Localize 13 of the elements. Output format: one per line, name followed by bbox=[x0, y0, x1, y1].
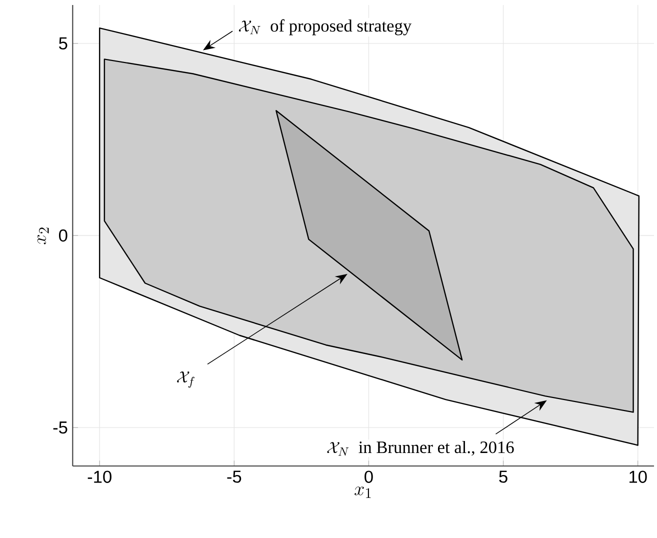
x-tick-label: 0 bbox=[364, 470, 373, 483]
x-tick-label: 10 bbox=[630, 470, 647, 483]
y-axis-title: $x_2$ bbox=[37, 228, 49, 244]
x-tick-label: 5 bbox=[499, 470, 508, 483]
x-tick-label: -5 bbox=[227, 470, 242, 483]
annotation: $\mathcal{X}_N\ \mbox{ in Brunner et al., 2016}$ bbox=[327, 440, 514, 456]
y-tick-label: 0 bbox=[58, 229, 68, 242]
y-tick-label: -5 bbox=[53, 422, 68, 434]
annotation: $\mathcal{X}_f$ bbox=[177, 372, 194, 388]
x-axis-title: $x_1$ bbox=[354, 486, 371, 498]
x-tick-label: -10 bbox=[88, 470, 112, 483]
annotation: $\mathcal{X}_N\ \mbox{ of proposed strategy}$ bbox=[238, 19, 412, 36]
y-tick-label: 5 bbox=[59, 37, 68, 50]
